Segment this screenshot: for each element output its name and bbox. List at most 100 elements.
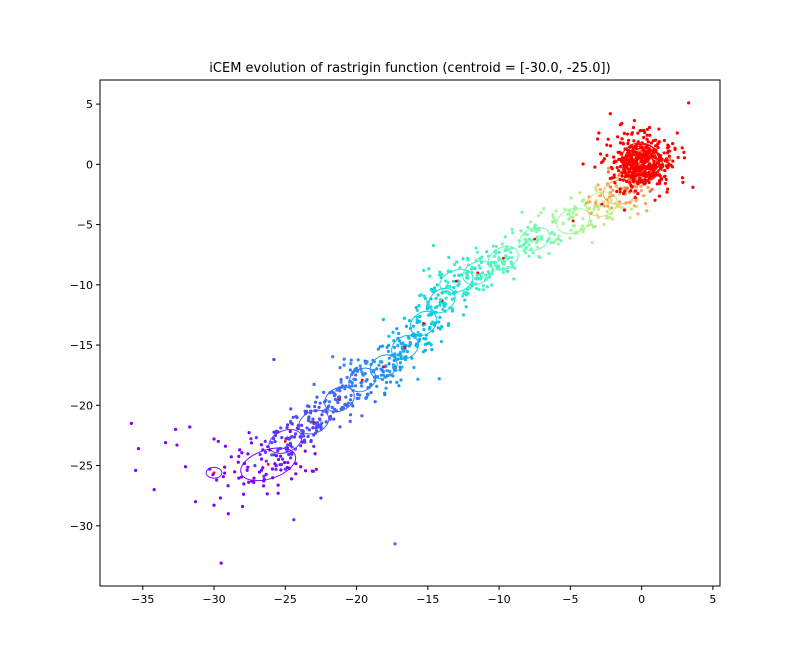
sample-point [662, 138, 667, 143]
sample-point [353, 384, 358, 388]
sample-point [605, 198, 609, 202]
sample-point [315, 421, 320, 425]
sample-point [653, 198, 657, 202]
sample-point [315, 429, 319, 433]
sample-point [373, 400, 377, 404]
sample-point [396, 353, 400, 357]
sample-point [395, 327, 399, 331]
sample-point [510, 227, 514, 231]
point-layer [129, 101, 695, 565]
sample-point [415, 315, 419, 320]
sample-point [443, 290, 448, 294]
sample-point [605, 210, 609, 214]
sample-point [438, 270, 442, 274]
sample-point [240, 451, 244, 455]
sample-point [448, 291, 452, 296]
sample-point [667, 154, 671, 158]
sample-point [293, 447, 297, 451]
sample-point [378, 360, 383, 364]
sample-point [285, 426, 289, 430]
sample-point [512, 277, 516, 281]
sample-point [442, 304, 446, 308]
generation-ellipse [205, 466, 223, 479]
sample-point [572, 224, 576, 228]
sample-point [422, 268, 426, 272]
sample-point [615, 176, 620, 180]
sample-point [294, 461, 298, 466]
sample-point [649, 165, 653, 170]
sample-point [529, 239, 533, 243]
sample-point [414, 342, 419, 346]
sample-point [640, 141, 644, 145]
sample-point [466, 286, 471, 290]
sample-point [380, 368, 384, 372]
sample-point [464, 305, 468, 309]
sample-point [249, 441, 254, 445]
sample-point [633, 189, 637, 193]
sample-point [270, 453, 274, 457]
sample-point [594, 188, 599, 192]
sample-point [559, 239, 563, 243]
sample-point [527, 254, 531, 258]
sample-point [391, 330, 395, 334]
sample-point [627, 161, 632, 165]
sample-point [613, 181, 617, 185]
sample-point [401, 341, 405, 345]
centroid-point [212, 471, 216, 475]
sample-point [549, 241, 553, 245]
sample-point [571, 215, 575, 219]
sample-point [665, 166, 670, 170]
sample-point [385, 369, 389, 373]
sample-point [223, 471, 227, 475]
sample-point [129, 421, 133, 425]
sample-point [364, 379, 368, 383]
sample-point [396, 344, 400, 348]
sample-point [641, 148, 646, 152]
y-tick-label: 0 [86, 158, 93, 171]
sample-point [490, 283, 494, 287]
sample-point [629, 207, 634, 211]
sample-point [400, 345, 404, 349]
sample-point [250, 479, 254, 483]
sample-point [309, 439, 313, 444]
sample-point [388, 380, 393, 384]
generation-ellipse [369, 354, 398, 380]
sample-point [623, 175, 627, 179]
sample-point [307, 415, 311, 419]
sample-point [431, 289, 435, 294]
sample-point [573, 230, 577, 235]
sample-point [330, 405, 334, 410]
sample-point [461, 313, 466, 317]
sample-point [509, 250, 513, 254]
sample-point [486, 270, 490, 274]
sample-point [479, 275, 483, 279]
sample-point [274, 429, 278, 433]
sample-point [486, 262, 491, 266]
sample-point [375, 384, 379, 388]
sample-point [375, 374, 380, 379]
sample-point [661, 164, 665, 168]
sample-point [402, 348, 406, 352]
chart-title: iCEM evolution of rastrigin function (ce… [209, 61, 610, 76]
sample-point [247, 480, 251, 484]
sample-point [309, 411, 313, 415]
sample-point [634, 199, 638, 203]
sample-point [338, 366, 342, 370]
x-tick-label: 5 [709, 593, 716, 606]
sample-point [265, 492, 269, 496]
sample-point [393, 352, 397, 356]
sample-point [631, 159, 635, 164]
sample-point [549, 231, 553, 235]
sample-point [517, 239, 521, 243]
sample-point [465, 256, 470, 260]
sample-point [632, 167, 636, 171]
sample-point [356, 358, 360, 362]
sample-point [355, 366, 359, 371]
sample-point [474, 282, 478, 286]
sample-point [407, 344, 411, 348]
sample-point [535, 235, 539, 239]
sample-point [629, 153, 633, 157]
sample-point [600, 191, 604, 195]
sample-point [338, 389, 342, 393]
sample-point [665, 159, 669, 164]
